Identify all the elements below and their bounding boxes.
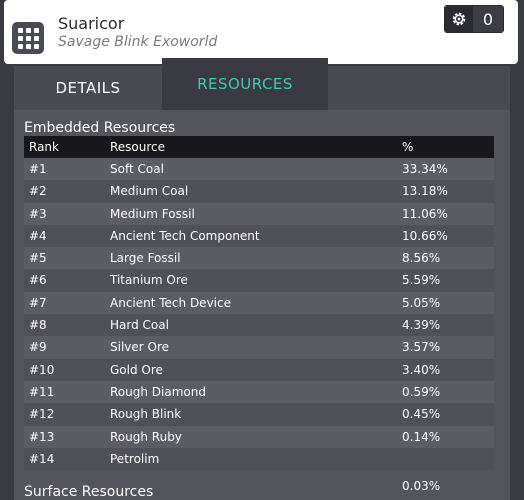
row-rank: #6 <box>29 273 47 288</box>
table-row[interactable]: #4 Ancient Tech Component 10.66% <box>24 224 494 248</box>
row-percent: 3.40% <box>402 362 441 377</box>
row-resource: Medium Coal <box>110 184 189 199</box>
table-row[interactable]: #5 Large Fossil 8.56% <box>24 247 494 270</box>
table-row[interactable]: #7 Ancient Tech Device 5.05% <box>24 291 494 315</box>
table-row[interactable]: #6 Titanium Ore 5.59% <box>24 269 494 292</box>
table-row[interactable]: #13 Rough Ruby 0.14% <box>24 425 494 448</box>
row-rank: #3 <box>29 206 47 221</box>
row-resource: Rough Ruby <box>110 429 182 444</box>
row-rank: #14 <box>29 451 55 466</box>
app-grid-icon <box>12 22 44 54</box>
row-percent-overflow: 0.03% <box>402 479 441 493</box>
row-rank: #8 <box>29 318 47 333</box>
column-rank: Rank <box>29 140 59 154</box>
planet-header: Suaricor Savage Blink Exoworld 0 <box>4 0 518 64</box>
planet-title: Suaricor <box>58 14 125 33</box>
row-resource: Soft Coal <box>110 162 164 176</box>
row-rank: #13 <box>29 429 55 444</box>
row-rank: #7 <box>29 295 47 310</box>
row-rank: #9 <box>29 340 47 355</box>
embedded-resources-title: Embedded Resources <box>24 120 176 136</box>
row-rank: #11 <box>29 384 55 399</box>
row-resource: Ancient Tech Device <box>110 295 231 310</box>
row-percent: 8.56% <box>402 251 441 266</box>
table-row[interactable]: #3 Medium Fossil 11.06% <box>24 202 494 225</box>
row-percent: 33.34% <box>402 162 448 176</box>
row-rank: #4 <box>29 228 47 243</box>
row-percent: 10.66% <box>402 228 448 243</box>
row-percent: 11.06% <box>402 206 448 221</box>
row-percent: 5.59% <box>402 273 441 288</box>
row-rank: #10 <box>29 362 55 377</box>
row-rank: #5 <box>29 251 47 266</box>
row-percent: 13.18% <box>402 184 448 199</box>
table-row[interactable]: #2 Medium Coal 13.18% <box>24 180 494 203</box>
row-resource: Ancient Tech Component <box>110 228 260 243</box>
table-row[interactable]: #9 Silver Ore 3.57% <box>24 336 494 359</box>
table-header: Rank Resource % <box>24 136 494 158</box>
table-row[interactable]: #12 Rough Blink 0.45% <box>24 403 494 426</box>
table-row[interactable]: #14 Petrolim <box>24 447 494 471</box>
row-percent: 0.59% <box>402 384 441 399</box>
column-percent: % <box>402 140 414 154</box>
tab-resources[interactable]: RESOURCES <box>162 58 328 110</box>
table-row[interactable]: #11 Rough Diamond 0.59% <box>24 380 494 404</box>
tab-bar: DETAILS RESOURCES <box>14 58 510 110</box>
row-percent: 3.57% <box>402 340 441 355</box>
row-rank: #2 <box>29 184 47 199</box>
row-resource: Large Fossil <box>110 251 181 266</box>
tab-empty <box>328 66 510 110</box>
table-row[interactable]: #10 Gold Ore 3.40% <box>24 358 494 381</box>
row-rank: #1 <box>29 162 47 176</box>
row-resource: Rough Blink <box>110 407 182 422</box>
table-row[interactable]: #1 Soft Coal 33.34% <box>24 158 494 181</box>
row-percent: 4.39% <box>402 318 441 333</box>
row-resource: Medium Fossil <box>110 206 195 221</box>
row-resource: Petrolim <box>110 451 160 466</box>
row-rank: #12 <box>29 407 55 422</box>
planet-subtitle: Savage Blink Exoworld <box>58 34 218 50</box>
row-resource: Hard Coal <box>110 318 169 333</box>
row-resource: Titanium Ore <box>110 273 188 288</box>
resource-table: #1 Soft Coal 33.34% #2 Medium Coal 13.18… <box>24 158 494 471</box>
row-percent: 0.45% <box>402 407 441 422</box>
row-percent: 0.14% <box>402 429 441 444</box>
row-percent: 5.05% <box>402 295 441 310</box>
row-resource: Gold Ore <box>110 362 163 377</box>
resources-panel: Embedded Resources Rank Resource % #1 So… <box>14 110 510 500</box>
column-resource: Resource <box>110 140 166 154</box>
settings-count-badge[interactable]: 0 <box>444 5 504 33</box>
row-resource: Rough Diamond <box>110 384 206 399</box>
row-resource: Silver Ore <box>110 340 170 355</box>
table-row[interactable]: #8 Hard Coal 4.39% <box>24 314 494 337</box>
surface-resources-title: Surface Resources <box>24 484 154 500</box>
count-value: 0 <box>473 6 503 32</box>
gear-icon[interactable] <box>445 6 473 32</box>
tab-details[interactable]: DETAILS <box>14 66 162 110</box>
